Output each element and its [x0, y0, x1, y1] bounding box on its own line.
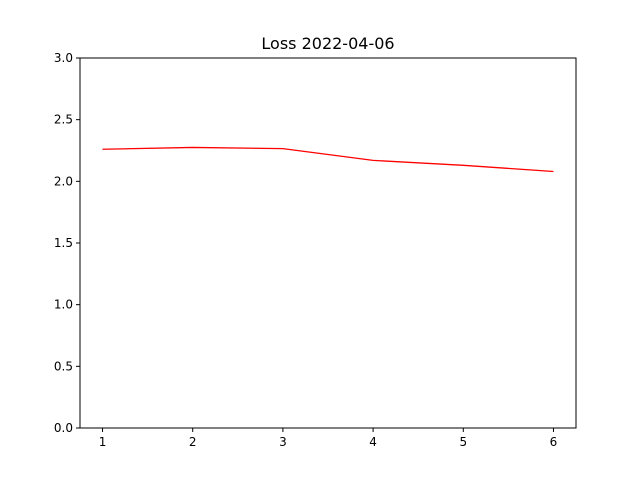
- x-tick-label: 6: [550, 435, 558, 449]
- y-axis: 0.0 0.5 1.0 1.5 2.0 2.5 3.0: [54, 51, 80, 435]
- y-tick-label: 1.0: [54, 298, 73, 312]
- y-tick-label: 3.0: [54, 51, 73, 65]
- y-tick-label: 2.5: [54, 113, 73, 127]
- x-tick-label: 3: [279, 435, 287, 449]
- y-tick-label: 0.0: [54, 421, 73, 435]
- series-layer: [102, 146, 554, 173]
- x-tick-label: 4: [369, 435, 377, 449]
- x-tick-label: 2: [189, 435, 197, 449]
- series-line: [102, 146, 554, 173]
- x-tick-label: 1: [99, 435, 107, 449]
- plot-area: [80, 58, 576, 428]
- y-tick-label: 2.0: [54, 174, 73, 188]
- x-axis: 1 2 3 4 5 6: [99, 428, 558, 449]
- x-tick-label: 5: [459, 435, 467, 449]
- y-tick-label: 1.5: [54, 236, 73, 250]
- chart-title: Loss 2022-04-06: [261, 34, 394, 53]
- y-tick-label: 0.5: [54, 359, 73, 373]
